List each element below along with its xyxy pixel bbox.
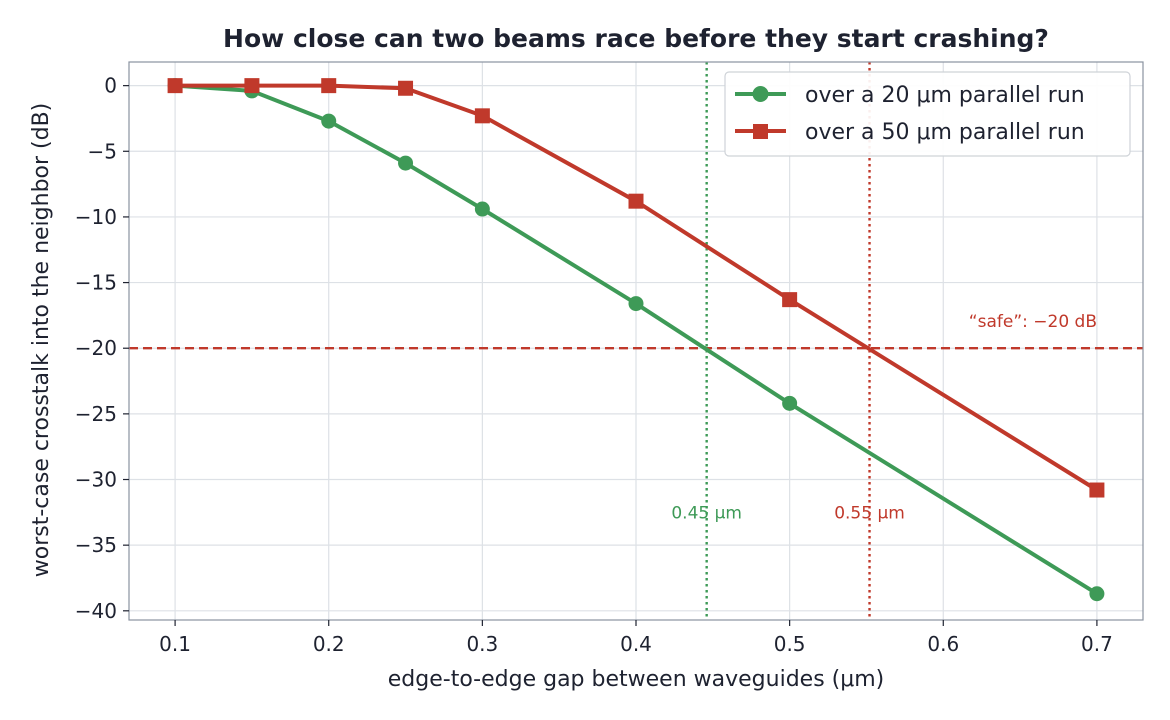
series-line: [174, 83, 1098, 596]
data-point: [628, 296, 644, 312]
series-line: [175, 83, 1098, 492]
data-point: [321, 78, 337, 94]
legend-label-50um: over a 50 μm parallel run: [805, 120, 1085, 145]
axis-ticks: 0.1 0.2 0.3 0.4 0.5 0.6 0.7 0 −5 −10 −15 −20 −25 −30 −…: [75, 74, 1113, 656]
gap-20um-label: 0.45 μm: [671, 503, 742, 523]
legend-marker-50um: [753, 124, 768, 139]
legend-marker-20um: [752, 86, 769, 102]
x-tick-label: 0.6: [927, 632, 959, 656]
legend: over a 20 μm parallel run over a 50 μm p…: [724, 71, 1131, 157]
data-point: [782, 395, 798, 411]
series-layer: [167, 78, 1105, 602]
data-point: [474, 201, 490, 217]
data-point: [244, 78, 260, 94]
y-tick-label: 0: [104, 74, 117, 98]
data-point: [1089, 586, 1105, 602]
safe-threshold-label: “safe”: −20 dB: [969, 312, 1097, 332]
data-point: [1089, 482, 1105, 498]
y-axis-label: worst-case crosstalk into the neighbor (…: [29, 103, 54, 578]
y-tick-label: −10: [75, 205, 117, 229]
reference-lines: [129, 62, 1143, 620]
legend-frame: [724, 71, 1131, 157]
data-point: [398, 155, 414, 171]
y-tick-label: −30: [75, 468, 117, 492]
x-tick-label: 0.4: [620, 632, 652, 656]
y-tick-label: −25: [75, 402, 117, 426]
data-point: [628, 193, 644, 209]
x-axis-label: edge-to-edge gap between waveguides (μm): [388, 667, 885, 692]
x-tick-label: 0.3: [466, 632, 498, 656]
x-tick-label: 0.7: [1081, 632, 1113, 656]
x-tick-label: 0.2: [313, 632, 345, 656]
data-point: [474, 108, 490, 124]
legend-label-20um: over a 20 μm parallel run: [805, 83, 1085, 108]
y-tick-label: −35: [75, 533, 117, 557]
series-50um: [167, 78, 1105, 498]
data-point: [398, 80, 414, 96]
y-tick-label: −5: [88, 139, 117, 163]
x-tick-label: 0.1: [159, 632, 191, 656]
data-point: [782, 292, 798, 308]
y-tick-label: −40: [75, 599, 117, 623]
chart-title: How close can two beams race before they…: [223, 24, 1049, 53]
y-tick-label: −15: [75, 271, 117, 295]
y-tick-label: −20: [75, 336, 117, 360]
data-point: [167, 78, 183, 94]
data-point: [321, 113, 337, 129]
gap-50um-label: 0.55 μm: [834, 503, 905, 523]
x-tick-label: 0.5: [774, 632, 806, 656]
